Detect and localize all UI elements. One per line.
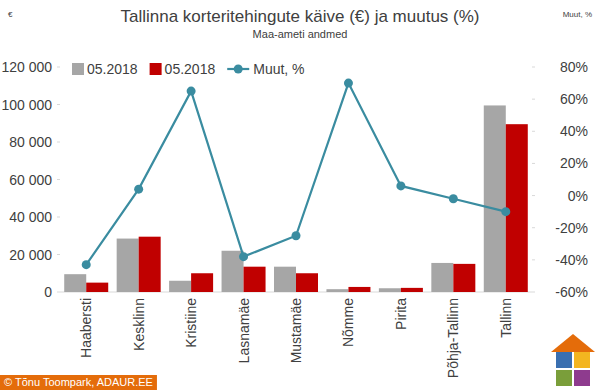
y-tick — [57, 142, 60, 143]
x-tick-label: Lasnamäe — [236, 298, 252, 364]
y2-tick — [532, 259, 535, 260]
y2-tick-label: 80% — [560, 59, 588, 75]
y-tick — [57, 104, 60, 105]
y2-tick-label: 20% — [560, 155, 588, 171]
line — [86, 83, 506, 265]
x-tick-label: Tallinn — [498, 298, 514, 338]
y-tick — [57, 254, 60, 255]
marker — [344, 79, 353, 88]
y-tick-label: 20 000 — [9, 247, 52, 263]
y-tick — [57, 67, 60, 68]
bar — [431, 263, 453, 292]
y2-tick — [532, 99, 535, 100]
bar — [244, 267, 266, 292]
y2-tick-label: 40% — [560, 123, 588, 139]
y2-tick — [532, 163, 535, 164]
logo-block — [574, 370, 590, 386]
y-tick — [57, 217, 60, 218]
marks — [64, 79, 528, 292]
y2-label: Muut, % — [563, 10, 592, 19]
marker — [239, 252, 248, 261]
source: © Tõnu Toompark, ADAUR.EE — [4, 376, 153, 388]
source-background — [0, 375, 157, 390]
y-tick-label: 80 000 — [9, 134, 52, 150]
y2-tick-label: -60% — [555, 284, 588, 300]
marker — [396, 181, 405, 190]
logo-block — [556, 352, 572, 368]
y2-tick — [532, 195, 535, 196]
logo-block — [556, 370, 572, 386]
legend-label: 05.2018 — [165, 61, 216, 77]
bar — [506, 124, 528, 292]
logo — [551, 334, 595, 386]
x-tick-label: Põhja-Tallinn — [445, 298, 461, 378]
legend-swatch — [150, 63, 162, 75]
bar — [191, 273, 213, 292]
x-tick-label: Pirita — [393, 298, 409, 330]
y2-tick — [532, 227, 535, 228]
bar — [379, 288, 401, 292]
y-tick-label: 100 000 — [1, 97, 52, 113]
bar — [296, 273, 318, 292]
y-tick-label: 60 000 — [9, 172, 52, 188]
marker — [82, 260, 91, 269]
y2-tick — [532, 292, 535, 293]
x-tick-label: Mustamäe — [288, 298, 304, 364]
y-label: € — [8, 10, 13, 19]
chart: Tallinna korteritehingute käive (€) ja m… — [0, 0, 600, 392]
marker — [292, 231, 301, 240]
marker — [501, 207, 510, 216]
logo-roof — [551, 334, 595, 352]
y-tick-label: 120 000 — [1, 59, 52, 75]
bar — [64, 274, 86, 292]
bar — [348, 287, 370, 292]
logo-block — [574, 352, 590, 368]
x-tick-label: Nõmme — [340, 298, 356, 347]
y-tick — [57, 179, 60, 180]
bar — [139, 237, 161, 292]
y2-tick-label: -40% — [555, 252, 588, 268]
legend-label: 05.2018 — [87, 61, 138, 77]
marker — [449, 194, 458, 203]
y2-tick — [532, 67, 535, 68]
y-tick-label: 0 — [44, 284, 52, 300]
x-tick-label: Haabersti — [78, 298, 94, 358]
bar — [453, 264, 475, 292]
background — [0, 0, 600, 392]
y2-tick — [532, 131, 535, 132]
y-tick-label: 40 000 — [9, 209, 52, 225]
marker — [134, 185, 143, 194]
subtitle: Maa-ameti andmed — [253, 28, 348, 40]
x-tick-label: Kesklinn — [131, 298, 147, 351]
y2-tick-label: 0% — [568, 188, 588, 204]
bar — [169, 281, 191, 292]
legend-label: Muut, % — [253, 61, 304, 77]
y2-tick-label: -20% — [555, 220, 588, 236]
bar — [484, 105, 506, 292]
legend-swatch — [72, 63, 84, 75]
x-tick-label: Kristiine — [183, 298, 199, 348]
bar — [401, 288, 423, 292]
bar — [86, 283, 108, 292]
y2-tick-label: 60% — [560, 91, 588, 107]
legend-marker — [234, 65, 243, 74]
y-tick — [57, 292, 60, 293]
marker — [187, 87, 196, 96]
bar — [274, 267, 296, 292]
bar — [326, 289, 348, 292]
bar — [117, 239, 139, 292]
title: Tallinna korteritehingute käive (€) ja m… — [120, 7, 479, 26]
